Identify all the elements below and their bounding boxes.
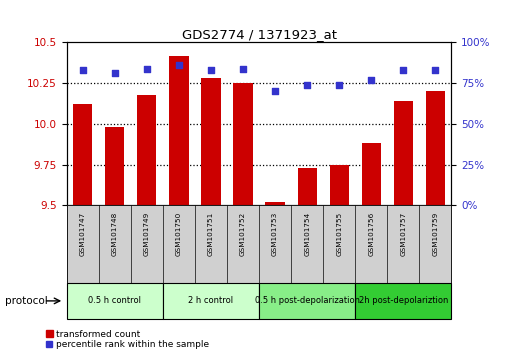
Text: GSM101747: GSM101747 [80,212,86,256]
Point [175,62,183,68]
Text: GSM101748: GSM101748 [112,212,118,256]
Text: GSM101759: GSM101759 [432,212,439,256]
Bar [67,205,98,283]
Bar [329,165,349,205]
Bar [265,202,285,205]
Bar [98,205,131,283]
Point [399,67,407,73]
Bar [426,91,445,205]
Point [207,67,215,73]
Bar [387,205,420,283]
Bar [169,56,189,205]
Point [367,77,376,83]
Text: GSM101750: GSM101750 [176,212,182,256]
Text: GSM101755: GSM101755 [336,212,342,256]
Bar [323,205,355,283]
Bar [105,127,124,205]
Bar [163,205,195,283]
Text: 2h post-depolariztion: 2h post-depolariztion [359,296,448,306]
Bar [201,78,221,205]
Bar [298,168,317,205]
Text: GSM101751: GSM101751 [208,212,214,256]
Bar [355,205,387,283]
Bar [362,143,381,205]
Text: GSM101754: GSM101754 [304,212,310,256]
Text: GSM101753: GSM101753 [272,212,278,256]
Bar [73,104,92,205]
Bar [355,283,451,319]
Point [78,67,87,73]
Text: 0.5 h post-depolarization: 0.5 h post-depolarization [254,296,360,306]
Bar [131,205,163,283]
Bar [259,283,355,319]
Bar [233,83,252,205]
Bar [291,205,323,283]
Bar [67,283,163,319]
Text: GSM101752: GSM101752 [240,212,246,256]
Point [111,70,119,76]
Text: 2 h control: 2 h control [188,296,233,306]
Bar [227,205,259,283]
Bar [163,283,259,319]
Point [335,82,343,88]
Bar [393,101,413,205]
Text: 0.5 h control: 0.5 h control [88,296,141,306]
Point [431,67,440,73]
Bar [420,205,451,283]
Text: GSM101757: GSM101757 [400,212,406,256]
Text: protocol: protocol [5,296,48,306]
Point [271,88,279,94]
Legend: transformed count, percentile rank within the sample: transformed count, percentile rank withi… [46,330,209,349]
Text: GSM101756: GSM101756 [368,212,374,256]
Title: GDS2774 / 1371923_at: GDS2774 / 1371923_at [182,28,337,41]
Point [239,66,247,72]
Text: GSM101749: GSM101749 [144,212,150,256]
Bar [137,95,156,205]
Bar [195,205,227,283]
Point [303,82,311,88]
Bar [259,205,291,283]
Point [143,66,151,72]
